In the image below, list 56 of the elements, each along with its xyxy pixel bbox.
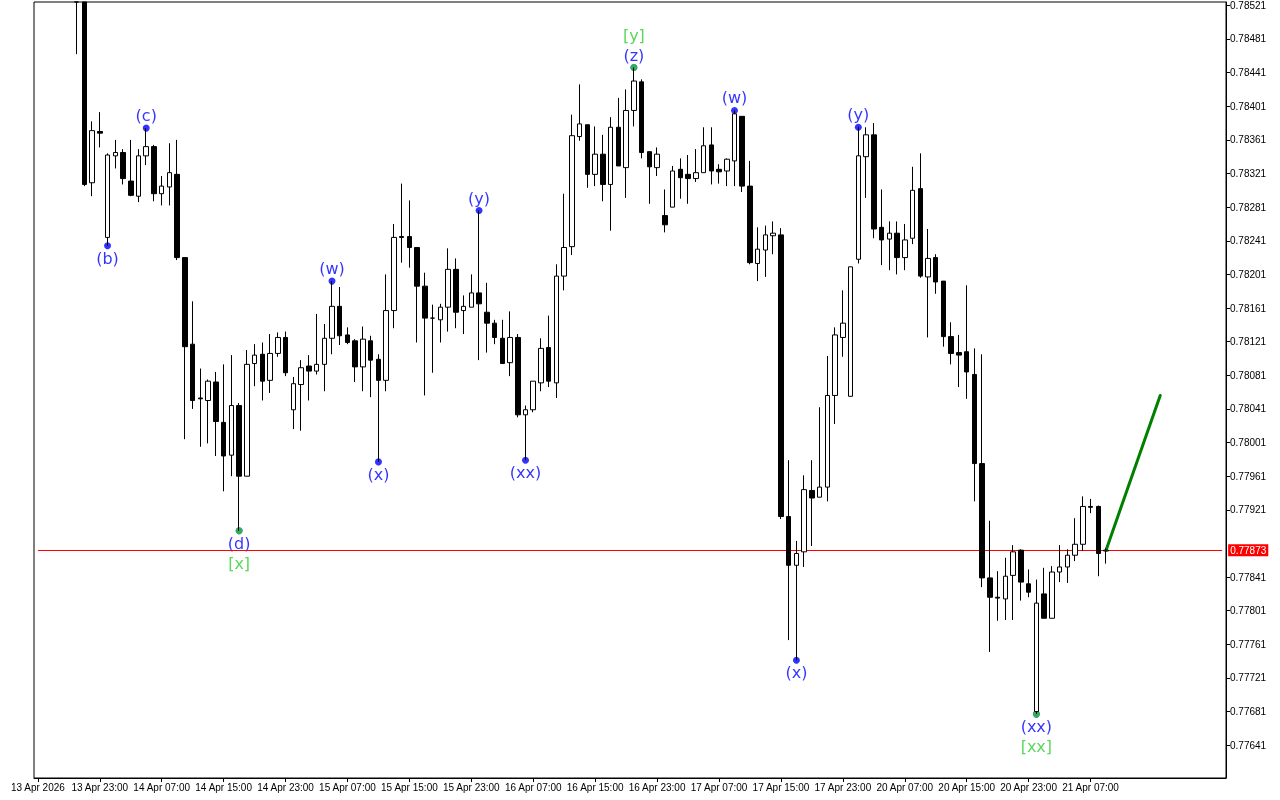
- x-tick-label: 20 Apr 23:00: [1000, 781, 1058, 793]
- x-tick-label: 14 Apr 07:00: [133, 781, 191, 793]
- data-label: (xx): [509, 463, 542, 483]
- x-tick-label: 20 Apr 15:00: [938, 781, 996, 793]
- y-tick-label: 0.77721: [1230, 672, 1267, 684]
- x-tick-label: 15 Apr 15:00: [381, 781, 439, 793]
- x-tick-label: 15 Apr 23:00: [442, 781, 501, 793]
- data-label: [x]: [228, 553, 251, 573]
- y-tick-label: 0.77641: [1230, 739, 1267, 751]
- y-tick-label: 0.78201: [1230, 268, 1267, 280]
- data-label: [xx]: [1020, 737, 1053, 757]
- y-tick-label: 0.78441: [1230, 67, 1267, 79]
- y-tick-label: 0.78161: [1230, 302, 1267, 314]
- x-tick-label: 13 Apr 23:00: [71, 781, 129, 793]
- y-tick-label: 0.78081: [1230, 369, 1267, 381]
- y-tick-label: 0.78241: [1230, 235, 1267, 247]
- y-tick-label: 0.77801: [1230, 605, 1267, 617]
- y-tick-label: 0.77921: [1230, 504, 1267, 516]
- data-label: (d): [227, 533, 251, 553]
- data-label: (x): [367, 464, 390, 484]
- data-label: (z): [623, 45, 645, 65]
- x-tick-label: 15 Apr 07:00: [319, 781, 377, 793]
- x-tick-label: 17 Apr 23:00: [814, 781, 872, 793]
- x-tick-label: 16 Apr 07:00: [504, 781, 563, 793]
- y-tick-label: 0.78361: [1230, 134, 1267, 146]
- data-label: (xx): [1020, 717, 1053, 737]
- data-label: (w): [319, 259, 345, 279]
- x-tick-label: 20 Apr 07:00: [876, 781, 934, 793]
- y-tick-label: 0.78321: [1230, 168, 1267, 180]
- data-label: [y]: [622, 25, 645, 45]
- y-tick-label: 0.78041: [1230, 403, 1267, 415]
- data-label: (w): [721, 88, 748, 108]
- y-tick-label: 0.77681: [1230, 706, 1267, 718]
- y-tick-label: 0.78401: [1230, 100, 1267, 112]
- data-label: (y): [468, 188, 491, 208]
- y-tick-label: 0.77961: [1230, 470, 1267, 482]
- data-label: (x): [785, 663, 808, 683]
- x-tick-label: 13 Apr 2026: [10, 781, 66, 793]
- y-tick-label: 0.78001: [1230, 437, 1267, 449]
- y-tick-label: 0.78281: [1230, 201, 1267, 213]
- y-tick-label: 0.78481: [1230, 33, 1267, 45]
- y-tick-label: 0.77841: [1230, 571, 1267, 583]
- ref-line-label: 0.77873: [1230, 544, 1267, 556]
- y-tick-label: 0.78521: [1230, 0, 1267, 11]
- x-tick-label: 14 Apr 23:00: [257, 781, 315, 793]
- x-tick-label: 17 Apr 15:00: [752, 781, 810, 793]
- data-label: (c): [135, 106, 157, 126]
- x-tick-label: 21 Apr 07:00: [1062, 781, 1120, 793]
- data-label: (y): [847, 105, 870, 125]
- y-tick-label: 0.78121: [1230, 336, 1267, 348]
- x-tick-label: 17 Apr 07:00: [690, 781, 748, 793]
- x-tick-label: 16 Apr 23:00: [628, 781, 686, 793]
- x-tick-label: 14 Apr 15:00: [195, 781, 253, 793]
- x-tick-label: 16 Apr 15:00: [566, 781, 624, 793]
- data-label: (b): [96, 248, 119, 268]
- y-tick-label: 0.77761: [1230, 638, 1267, 650]
